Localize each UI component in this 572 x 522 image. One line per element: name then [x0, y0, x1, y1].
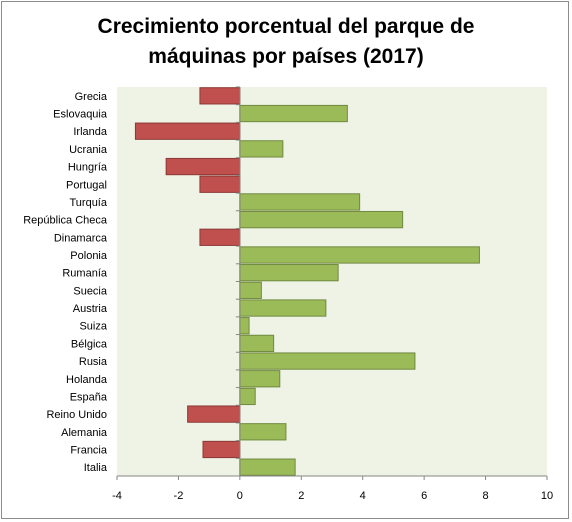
x-tick-label: 6 — [421, 490, 427, 502]
bar-polonia — [239, 246, 480, 264]
category-label: Rusia — [79, 356, 108, 368]
category-label: España — [70, 391, 108, 403]
x-tick-label: -4 — [112, 490, 122, 502]
bar-ucrania — [239, 140, 284, 158]
bar-hungría — [165, 157, 241, 176]
category-label: Suecia — [73, 285, 108, 297]
x-tick-label: 8 — [483, 490, 489, 502]
x-tick-label: 10 — [541, 490, 553, 502]
category-label: Turquía — [69, 197, 107, 209]
bar-italia — [239, 458, 296, 476]
category-label: Eslovaquia — [53, 109, 108, 121]
category-label: Reino Unido — [46, 409, 107, 421]
bar-suiza — [239, 317, 250, 335]
bar-dinamarca — [199, 228, 241, 246]
bar-suecia — [239, 281, 262, 299]
plot-area — [117, 87, 547, 476]
category-label: Dinamarca — [54, 232, 108, 244]
bar-república-checa — [239, 210, 404, 229]
x-tick-label: 2 — [298, 490, 304, 502]
x-tick-label: 4 — [360, 490, 366, 502]
category-label: Holanda — [66, 374, 108, 386]
bar-turquía — [239, 193, 361, 211]
bar-rusia — [239, 352, 416, 370]
bar-eslovaquia — [239, 104, 348, 123]
x-tick-label: 0 — [237, 490, 243, 502]
category-label: Francia — [70, 444, 108, 456]
category-label: Suiza — [79, 321, 107, 333]
bar-rumanía — [239, 264, 339, 282]
bar-holanda — [239, 370, 281, 388]
category-label: Portugal — [66, 179, 107, 191]
bar-francia — [202, 440, 241, 459]
bar-irlanda — [134, 122, 241, 140]
category-label: Ucrania — [69, 144, 108, 156]
category-label: Hungría — [68, 162, 108, 174]
chart-title-line-2: máquinas por países (2017) — [148, 45, 424, 68]
chart-title: Crecimiento porcentual del parque de máq… — [0, 12, 572, 72]
bar-grecia — [199, 87, 241, 105]
bar-reino-unido — [187, 405, 241, 423]
bar-alemania — [239, 423, 287, 441]
category-label: Austria — [73, 303, 108, 315]
category-label: Grecia — [75, 91, 108, 103]
category-label: Italia — [84, 462, 108, 474]
category-label: Irlanda — [73, 126, 108, 138]
category-label: Alemania — [61, 427, 108, 439]
category-label: Bélgica — [71, 338, 108, 350]
bar-bélgica — [239, 334, 275, 353]
category-label: República Checa — [23, 215, 108, 227]
chart-title-line-1: Crecimiento porcentual del parque de — [97, 15, 475, 38]
bar-españa — [239, 387, 256, 406]
category-label: Rumanía — [62, 268, 108, 280]
bar-austria — [239, 299, 327, 317]
category-label: Polonia — [70, 250, 108, 262]
bar-portugal — [199, 175, 241, 193]
x-tick-label: -2 — [174, 490, 184, 502]
